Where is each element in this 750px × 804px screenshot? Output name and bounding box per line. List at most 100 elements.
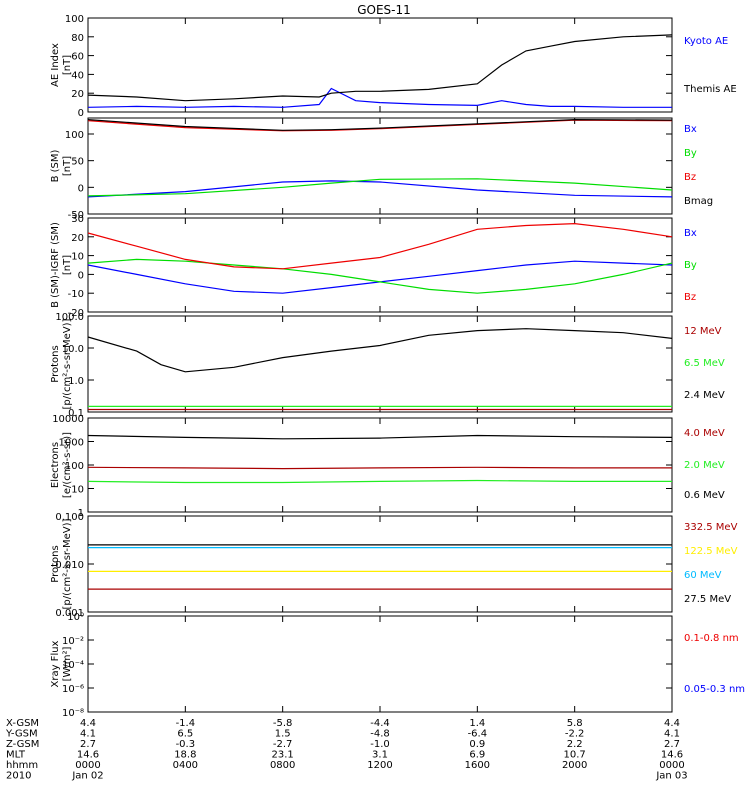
legend-bx: Bx xyxy=(684,228,697,239)
panel-3-ytick-label: 20 xyxy=(71,233,84,244)
ephemeris-row-label: Z-GSM xyxy=(6,739,39,750)
legend-0-6-mev: 0.6 MeV xyxy=(684,490,725,501)
legend-bz: Bz xyxy=(684,292,696,303)
panel-5-ytick-label: 10 xyxy=(71,485,84,496)
panel-1-ytick-label: 0 xyxy=(78,108,84,119)
panel-2-ytick-label: 50 xyxy=(71,157,84,168)
panel-3-ylabel: B (SM)-IGRF (SM) xyxy=(50,222,61,308)
panel-4-ytick-label: 100.0 xyxy=(55,312,84,323)
legend-4-0-mev: 4.0 MeV xyxy=(684,428,725,439)
ephemeris-row-label: hhmm xyxy=(6,760,38,771)
ephemeris-value: -5.8 xyxy=(273,718,293,729)
ephemeris-value: -4.8 xyxy=(370,729,390,740)
ephemeris-value: 0000 xyxy=(75,760,100,771)
legend-bx: Bx xyxy=(684,124,697,135)
panel-2-ylabel: B (SM) xyxy=(50,149,61,182)
panel-2-ytick-label: 100 xyxy=(65,130,84,141)
panel-1-frame xyxy=(87,17,673,113)
legend-bmag: Bmag xyxy=(684,196,713,207)
panel-7-ytick-label: 10⁻² xyxy=(62,636,84,647)
panel-7-ylabel: [W/m²] xyxy=(62,646,73,681)
chart-title: GOES-11 xyxy=(357,3,411,17)
ephemeris-value: -0.3 xyxy=(176,739,196,750)
panel-5-ytick-label: 1 xyxy=(78,508,84,519)
panel-3-ylabel: [nT] xyxy=(62,255,73,275)
legend-12-mev: 12 MeV xyxy=(684,326,722,337)
ephemeris-row-label: X-GSM xyxy=(6,718,39,729)
panel-5-ytick-label: 10000 xyxy=(52,414,84,425)
panel-6-ylabel: [p/(cm²-s-sr-MeV)] xyxy=(62,518,73,609)
panel-7-ylabel: Xray Flux xyxy=(50,640,61,687)
panel-1-ylabel: AE Index xyxy=(50,43,61,87)
ephemeris-row-label: 2010 xyxy=(6,771,31,782)
panel-6-ytick-label: 0.001 xyxy=(55,608,84,619)
ephemeris-value: -4.4 xyxy=(370,718,390,729)
legend-6-5-mev: 6.5 MeV xyxy=(684,358,725,369)
legend-2-0-mev: 2.0 MeV xyxy=(684,460,725,471)
panel-5-ylabel: [e/(cm²-s-sr)] xyxy=(62,432,73,498)
ephemeris-value: 0.9 xyxy=(469,739,485,750)
legend-kyoto-ae: Kyoto AE xyxy=(684,36,728,47)
panel-6-frame xyxy=(87,515,673,613)
ephemeris-value: 6.5 xyxy=(177,729,193,740)
panel-6-ylabel: Protons xyxy=(50,545,61,582)
panel-3-ytick-label: 30 xyxy=(71,214,84,225)
panel-6-ytick-label: 0.100 xyxy=(55,512,84,523)
series-line-by xyxy=(87,178,673,197)
panel-3-frame xyxy=(87,217,673,313)
ephemeris-value: 1600 xyxy=(465,760,490,771)
panel-5-ytick-label: 1000 xyxy=(59,438,84,449)
series-line-kyoto-ae xyxy=(87,87,672,108)
legend-bz: Bz xyxy=(684,172,696,183)
legend-27-5-mev: 27.5 MeV xyxy=(684,594,731,605)
ephemeris-value: 4.4 xyxy=(80,718,96,729)
ephemeris-value: 0000 xyxy=(659,760,684,771)
ephemeris-value: 23.1 xyxy=(272,750,294,761)
legend-122-5-mev: 122.5 MeV xyxy=(684,546,738,557)
panel-1-ytick-label: 100 xyxy=(65,14,84,25)
ephemeris-value: Jan 02 xyxy=(71,771,103,782)
panel-3-ytick-label: -20 xyxy=(68,308,84,319)
series-line-4-0-mev xyxy=(87,466,672,470)
ephemeris-row-label: Y-GSM xyxy=(5,729,38,740)
series-line-by xyxy=(87,258,673,294)
ephemeris-value: 4.1 xyxy=(664,729,680,740)
ephemeris-value: 1.5 xyxy=(275,729,291,740)
series-line-0-6-mev xyxy=(87,434,673,440)
ephemeris-value: -1.0 xyxy=(370,739,390,750)
panel-4-ytick-label: 10.0 xyxy=(62,344,84,355)
legend-0-05-0-3-nm: 0.05-0.3 nm xyxy=(684,684,745,695)
legend-by: By xyxy=(684,148,697,159)
legend-0-1-0-8-nm: 0.1-0.8 nm xyxy=(684,633,739,644)
panel-7-ytick-label: 10⁻⁸ xyxy=(62,708,84,719)
panel-1-ytick-label: 80 xyxy=(71,33,84,44)
ephemeris-value: 14.6 xyxy=(77,750,99,761)
ephemeris-value: 10.7 xyxy=(564,750,586,761)
ephemeris-value: -1.4 xyxy=(176,718,196,729)
panel-3-ytick-label: -10 xyxy=(68,289,84,300)
ephemeris-value: 0400 xyxy=(173,760,198,771)
panel-4-ytick-label: 1.0 xyxy=(68,376,84,387)
panel-4-frame xyxy=(87,315,673,413)
legend-themis-ae: Themis AE xyxy=(683,84,737,95)
series-line-themis-ae xyxy=(87,34,673,102)
panel-5-ylabel: Electrons xyxy=(50,442,61,488)
ephemeris-value: 0800 xyxy=(270,760,295,771)
panel-1-ytick-label: 20 xyxy=(71,89,84,100)
ephemeris-value: 4.4 xyxy=(664,718,680,729)
panel-6-ytick-label: 0.010 xyxy=(55,560,84,571)
panel-2-ytick-label: -50 xyxy=(68,210,84,221)
legend-332-5-mev: 332.5 MeV xyxy=(684,522,738,533)
ephemeris-value: -2.7 xyxy=(273,739,293,750)
series-line-bx xyxy=(87,260,673,294)
panel-1-ytick-label: 60 xyxy=(71,52,84,63)
ephemeris-value: 2.2 xyxy=(567,739,583,750)
ephemeris-value: 4.1 xyxy=(80,729,96,740)
ephemeris-value: 3.1 xyxy=(372,750,388,761)
panel-5-ytick-label: 100 xyxy=(65,461,84,472)
panel-2-ytick-label: 0 xyxy=(78,183,84,194)
series-line-bz xyxy=(87,222,673,270)
ephemeris-value: 18.8 xyxy=(174,750,196,761)
series-line-2-0-mev xyxy=(87,479,672,484)
